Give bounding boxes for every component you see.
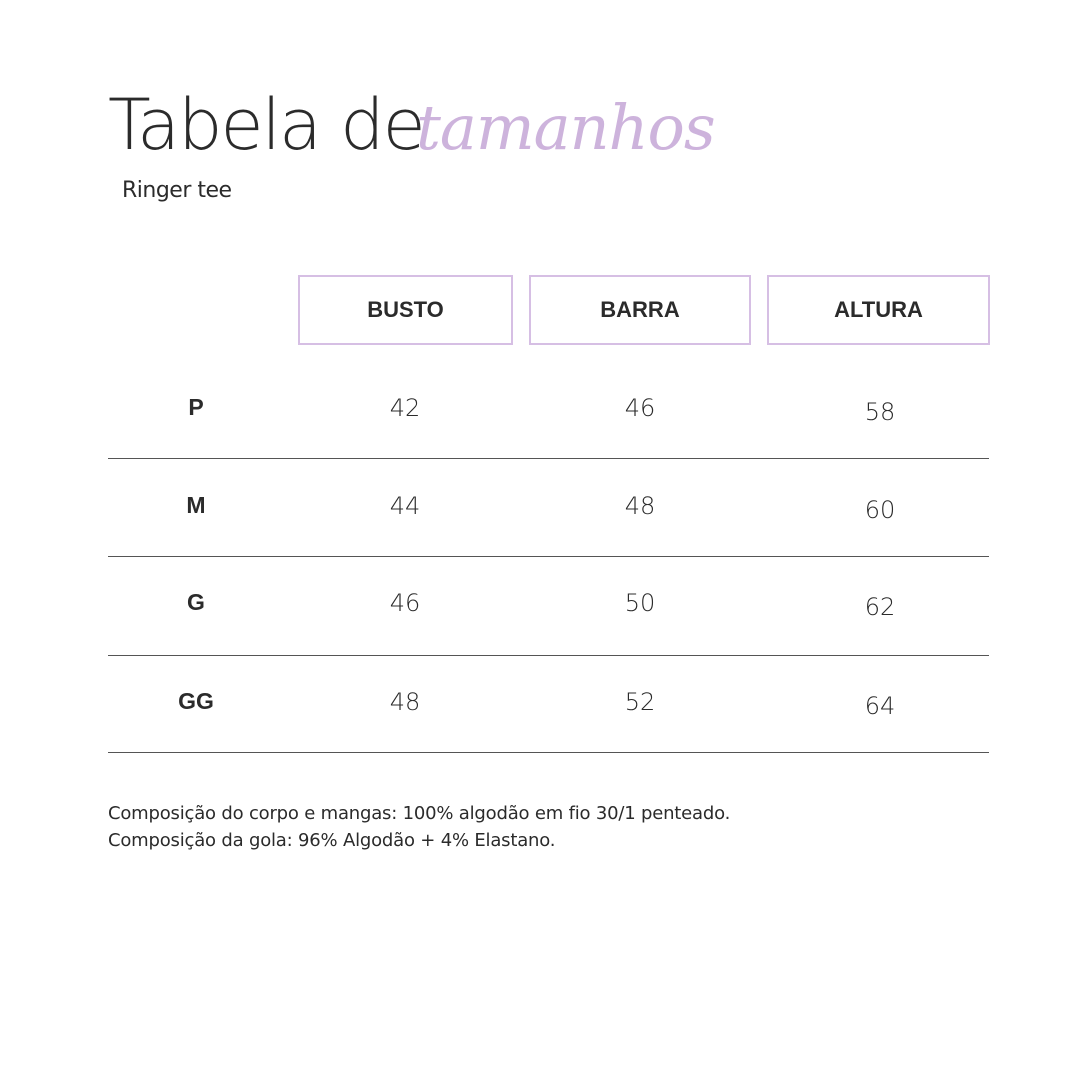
measurement-busto: 48: [389, 688, 421, 716]
row-divider: [108, 655, 989, 656]
script-title: tamanhos: [416, 91, 716, 164]
product-name: Ringer tee: [122, 178, 232, 203]
header-barra: BARRA: [529, 275, 751, 345]
page-title: Tabela de: [108, 84, 426, 166]
row-divider: [108, 458, 989, 459]
table-row: M 44 48 60: [108, 492, 989, 524]
size-label: P: [188, 394, 204, 420]
table-row: G 46 50 62: [108, 589, 989, 621]
measurement-barra: 48: [624, 492, 656, 520]
measurement-busto: 42: [389, 394, 421, 422]
size-label: GG: [178, 688, 214, 714]
note-body: Composição do corpo e mangas: 100% algod…: [108, 803, 731, 824]
header-altura: ALTURA: [767, 275, 990, 345]
measurement-barra: 50: [624, 589, 656, 617]
note-collar: Composição da gola: 96% Algodão + 4% Ela…: [108, 830, 556, 851]
table-row: GG 48 52 64: [108, 688, 989, 720]
measurement-altura: 58: [864, 398, 896, 426]
measurement-barra: 46: [624, 394, 656, 422]
row-divider: [108, 556, 989, 557]
size-label: G: [187, 589, 205, 615]
size-label: M: [186, 492, 206, 518]
measurement-altura: 64: [864, 692, 896, 720]
header-busto: BUSTO: [298, 275, 513, 345]
composition-notes: Composição do corpo e mangas: 100% algod…: [108, 800, 730, 854]
row-divider: [108, 752, 989, 753]
measurement-altura: 62: [864, 593, 896, 621]
measurement-altura: 60: [864, 496, 896, 524]
measurement-busto: 44: [389, 492, 421, 520]
measurement-busto: 46: [389, 589, 421, 617]
table-row: P 42 46 58: [108, 394, 989, 426]
measurement-barra: 52: [624, 688, 656, 716]
